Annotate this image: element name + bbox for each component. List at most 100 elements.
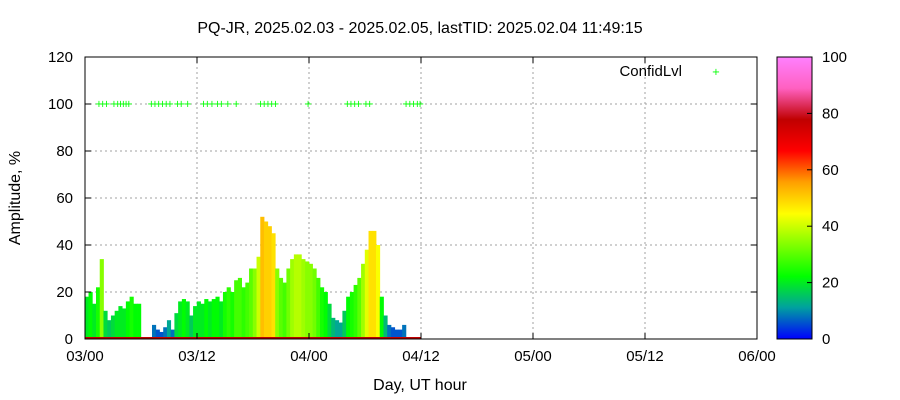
confidence-point: +: [213, 99, 221, 110]
amplitude-bar: [170, 329, 175, 339]
confidence-point: +: [343, 99, 351, 110]
amplitude-bar: [331, 317, 336, 339]
amplitude-bar: [379, 296, 384, 339]
amplitude-bar: [174, 313, 179, 339]
confidence-point: +: [260, 99, 268, 110]
amplitude-bar: [96, 287, 101, 339]
amplitude-bar: [234, 280, 239, 339]
amplitude-bar: [163, 327, 168, 339]
confidence-point: +: [147, 99, 155, 110]
amplitude-bar: [357, 277, 362, 339]
amplitude-bar: [245, 282, 250, 339]
amplitude-bar: [241, 287, 246, 339]
amplitude-bar: [252, 268, 257, 339]
x-tick-label: 05/00: [514, 348, 552, 365]
amplitude-bar: [342, 310, 347, 339]
amplitude-bar: [260, 216, 265, 339]
confidence-points: +++ ++++++ ++++++ +++ ++++++ + +++++ + ++++ ++ +++…: [95, 99, 424, 110]
confidence-point: +: [173, 99, 181, 110]
x-tick-label: 04/00: [290, 348, 328, 365]
amplitude-bar: [394, 329, 399, 339]
amplitude-bar: [88, 292, 93, 339]
confidence-point: +: [267, 99, 275, 110]
amplitude-bar: [129, 296, 134, 339]
confidence-point: +: [347, 99, 355, 110]
colorbar: 0 20 40 60 80 100: [776, 49, 847, 348]
amplitude-bar: [275, 268, 280, 339]
x-tick-label: 06/00: [738, 348, 776, 365]
legend: ConfidLvl +: [619, 63, 720, 80]
amplitude-bar: [211, 299, 216, 339]
amplitude-bar: [353, 284, 358, 339]
amplitude-bar: [327, 303, 332, 339]
confidence-point: +: [217, 99, 225, 110]
confidence-point: +: [203, 99, 211, 110]
x-axis-label: Day, UT hour: [373, 377, 467, 394]
amplitude-bar: [110, 315, 116, 339]
grid-lines: [85, 57, 757, 339]
legend-marker: +: [712, 67, 720, 78]
confidence-point: +: [95, 99, 103, 110]
amplitude-bar: [107, 320, 112, 339]
amplitude-bar: [155, 329, 160, 339]
colorbar-tick-label: 40: [822, 218, 839, 235]
amplitude-bar: [84, 296, 89, 339]
y-tick-label: 40: [56, 237, 73, 254]
amplitude-bar: [271, 233, 276, 339]
x-tick-label: 05/12: [626, 348, 664, 365]
confidence-point: +: [304, 99, 312, 110]
confidence-point: +: [264, 99, 272, 110]
confidence-point: +: [232, 99, 240, 110]
amplitude-bar: [278, 277, 284, 339]
confidence-point: +: [354, 99, 362, 110]
amplitude-bar: [204, 299, 209, 339]
chart-title: PQ-JR, 2025.02.03 - 2025.02.05, lastTID:…: [197, 20, 642, 37]
amplitude-bar: [125, 301, 130, 339]
confidence-point: +: [116, 99, 124, 110]
amplitude-bar: [103, 310, 108, 339]
amplitude-bar: [390, 327, 396, 339]
confidence-point: +: [158, 99, 166, 110]
amplitude-bar: [152, 324, 157, 339]
amplitude-bar: [346, 296, 351, 339]
amplitude-bar: [308, 263, 313, 339]
confidence-point: +: [122, 99, 130, 110]
amplitude-bar: [181, 299, 186, 339]
amplitude-bar: [196, 301, 201, 339]
confidence-point: +: [409, 99, 417, 110]
colorbar-tick-label: 20: [822, 275, 839, 292]
amplitude-bar: [208, 301, 213, 339]
amplitude-bar: [226, 287, 231, 339]
legend-label: ConfidLvl: [619, 63, 682, 80]
amplitude-bar: [219, 301, 224, 339]
confidence-point: +: [110, 99, 118, 110]
amplitude-bar: [398, 329, 403, 339]
colorbar-tick-label: 0: [822, 331, 830, 348]
amplitude-bar: [316, 277, 321, 339]
amplitude-bar: [301, 259, 306, 339]
x-tick-label: 04/12: [402, 348, 440, 365]
amplitude-bar: [297, 254, 302, 339]
y-tick-label: 120: [48, 49, 73, 66]
amplitude-bar: [402, 324, 407, 339]
amplitude-bars: [84, 216, 421, 339]
amplitude-bar: [364, 249, 369, 339]
confidence-point: +: [151, 99, 159, 110]
amplitude-bar: [387, 324, 392, 339]
amplitude-bar: [349, 292, 354, 339]
confidence-point: +: [119, 99, 127, 110]
amplitude-bar: [312, 268, 317, 339]
confidence-point: +: [155, 99, 163, 110]
confidence-point: +: [102, 99, 110, 110]
amplitude-bar: [230, 292, 235, 339]
amplitude-bar: [222, 292, 228, 339]
confidence-point: +: [177, 99, 185, 110]
x-tick-label: 03/12: [178, 348, 216, 365]
amplitude-bar: [334, 320, 340, 339]
colorbar-gradient: [776, 56, 813, 340]
y-tick-label: 80: [56, 143, 73, 160]
confidence-point: +: [99, 99, 107, 110]
amplitude-bar: [290, 259, 295, 339]
x-tick-label: 03/00: [66, 348, 104, 365]
